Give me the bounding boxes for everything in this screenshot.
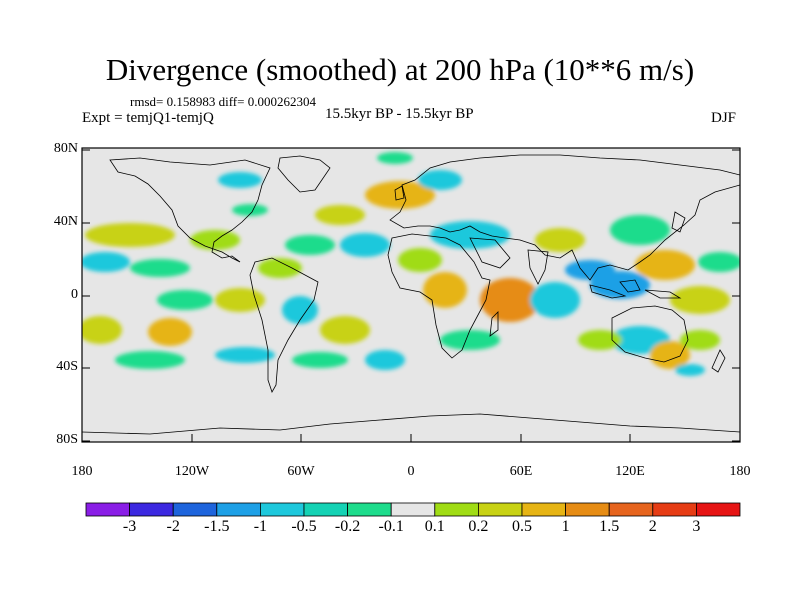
lat-tick-marks [82, 149, 740, 442]
colorbar-label: -3 [122, 518, 137, 535]
lon-label-60w: 60W [287, 464, 315, 479]
colorbar-swatch [652, 502, 697, 517]
lon-label-0: 0 [407, 464, 415, 479]
colorbar-label: -0.1 [378, 518, 404, 535]
colorbar-label: -0.5 [291, 518, 317, 535]
colorbar-swatch [85, 502, 130, 517]
colorbar-swatch [608, 502, 654, 517]
lon-label-60e: 60E [509, 464, 533, 479]
colorbar-label: 0.5 [512, 518, 532, 535]
lat-label-40s: 40S [56, 359, 78, 374]
lat-label-80s: 80S [56, 432, 78, 447]
colorbar-label: 2 [648, 518, 657, 535]
season-label: DJF [711, 110, 737, 126]
colorbar-swatch [696, 502, 741, 517]
colorbar-swatch [347, 502, 392, 517]
lon-label-180e: 180 [729, 464, 751, 479]
map-title: Divergence (smoothed) at 200 hPa (10**6 … [105, 52, 695, 87]
period-label: 15.5kyr BP - 15.5kyr BP [325, 106, 474, 122]
colorbar-label: -2 [166, 518, 180, 535]
colorbar-swatch [390, 502, 436, 517]
lat-label-80n: 80N [53, 141, 78, 156]
colorbar-swatch [216, 502, 261, 517]
lat-label-40n: 40N [53, 214, 78, 229]
colorbar-label: 3 [692, 518, 701, 535]
lon-label-120w: 120W [174, 464, 210, 479]
colorbar-swatch [477, 502, 523, 517]
coastlines [82, 154, 740, 435]
colorbar-swatch [565, 502, 610, 517]
colorbar-swatch [259, 502, 305, 517]
lat-label-0: 0 [71, 287, 78, 302]
colorbar-swatch [172, 502, 218, 517]
lon-label-120e: 120E [615, 464, 645, 479]
colorbar-swatch [303, 502, 348, 517]
colorbar-label: -1 [253, 518, 268, 535]
colorbar-swatch [521, 502, 566, 517]
colorbar-label: 0.2 [468, 518, 489, 535]
lon-tick-marks [81, 434, 741, 442]
experiment-label: Expt = temjQ1-temjQ [82, 110, 214, 126]
lon-label-180w: 180 [71, 464, 93, 479]
colorbar-label: 0.1 [424, 518, 445, 535]
colorbar-label: -0.2 [334, 518, 361, 535]
colorbar-swatch [129, 502, 174, 517]
divergence-field [82, 152, 740, 376]
colorbar-label: 1.5 [599, 518, 620, 535]
colorbar-swatch [434, 502, 479, 517]
colorbar-label: 1 [561, 518, 570, 535]
colorbar-label: -1.5 [204, 518, 230, 535]
stats-text: rmsd= 0.158983 diff= 0.000262304 [130, 94, 316, 109]
colorbar [85, 502, 741, 517]
